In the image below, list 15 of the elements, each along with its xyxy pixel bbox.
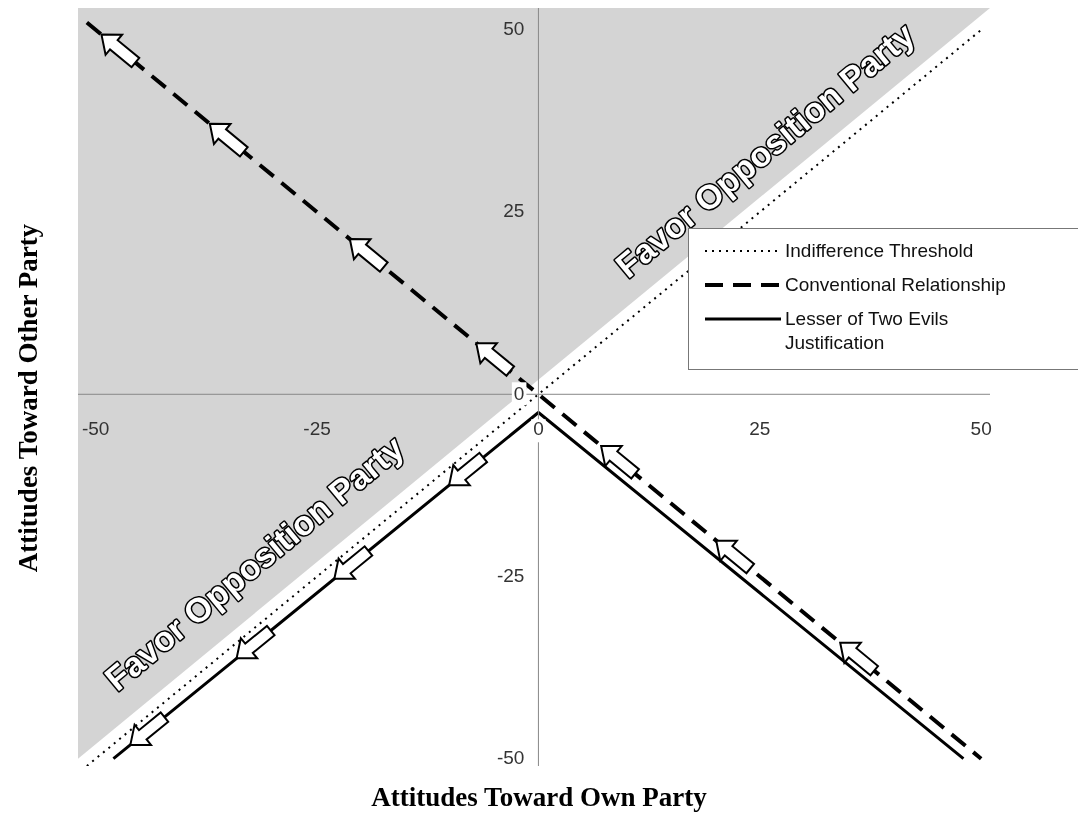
x-tick-label: -25	[303, 418, 331, 440]
y-tick-label: 50	[503, 18, 525, 40]
legend-label: Lesser of Two Evils Justification	[785, 307, 950, 355]
y-axis-title: Attitudes Toward Other Party	[12, 223, 44, 573]
x-tick-label: 0	[533, 418, 544, 440]
x-axis-title: Attitudes Toward Own Party	[370, 782, 708, 813]
legend-label: Conventional Relationship	[785, 273, 1007, 297]
y-tick-label: 25	[503, 200, 525, 222]
legend-label: Indifference Threshold	[785, 239, 975, 263]
x-tick-label: 50	[970, 418, 992, 440]
x-tick-label: -50	[81, 418, 110, 440]
y-tick-label: -25	[496, 564, 525, 586]
y-tick-label: -50	[496, 746, 525, 768]
y-tick-label: 0	[513, 382, 525, 404]
x-tick-label: 25	[749, 418, 771, 440]
